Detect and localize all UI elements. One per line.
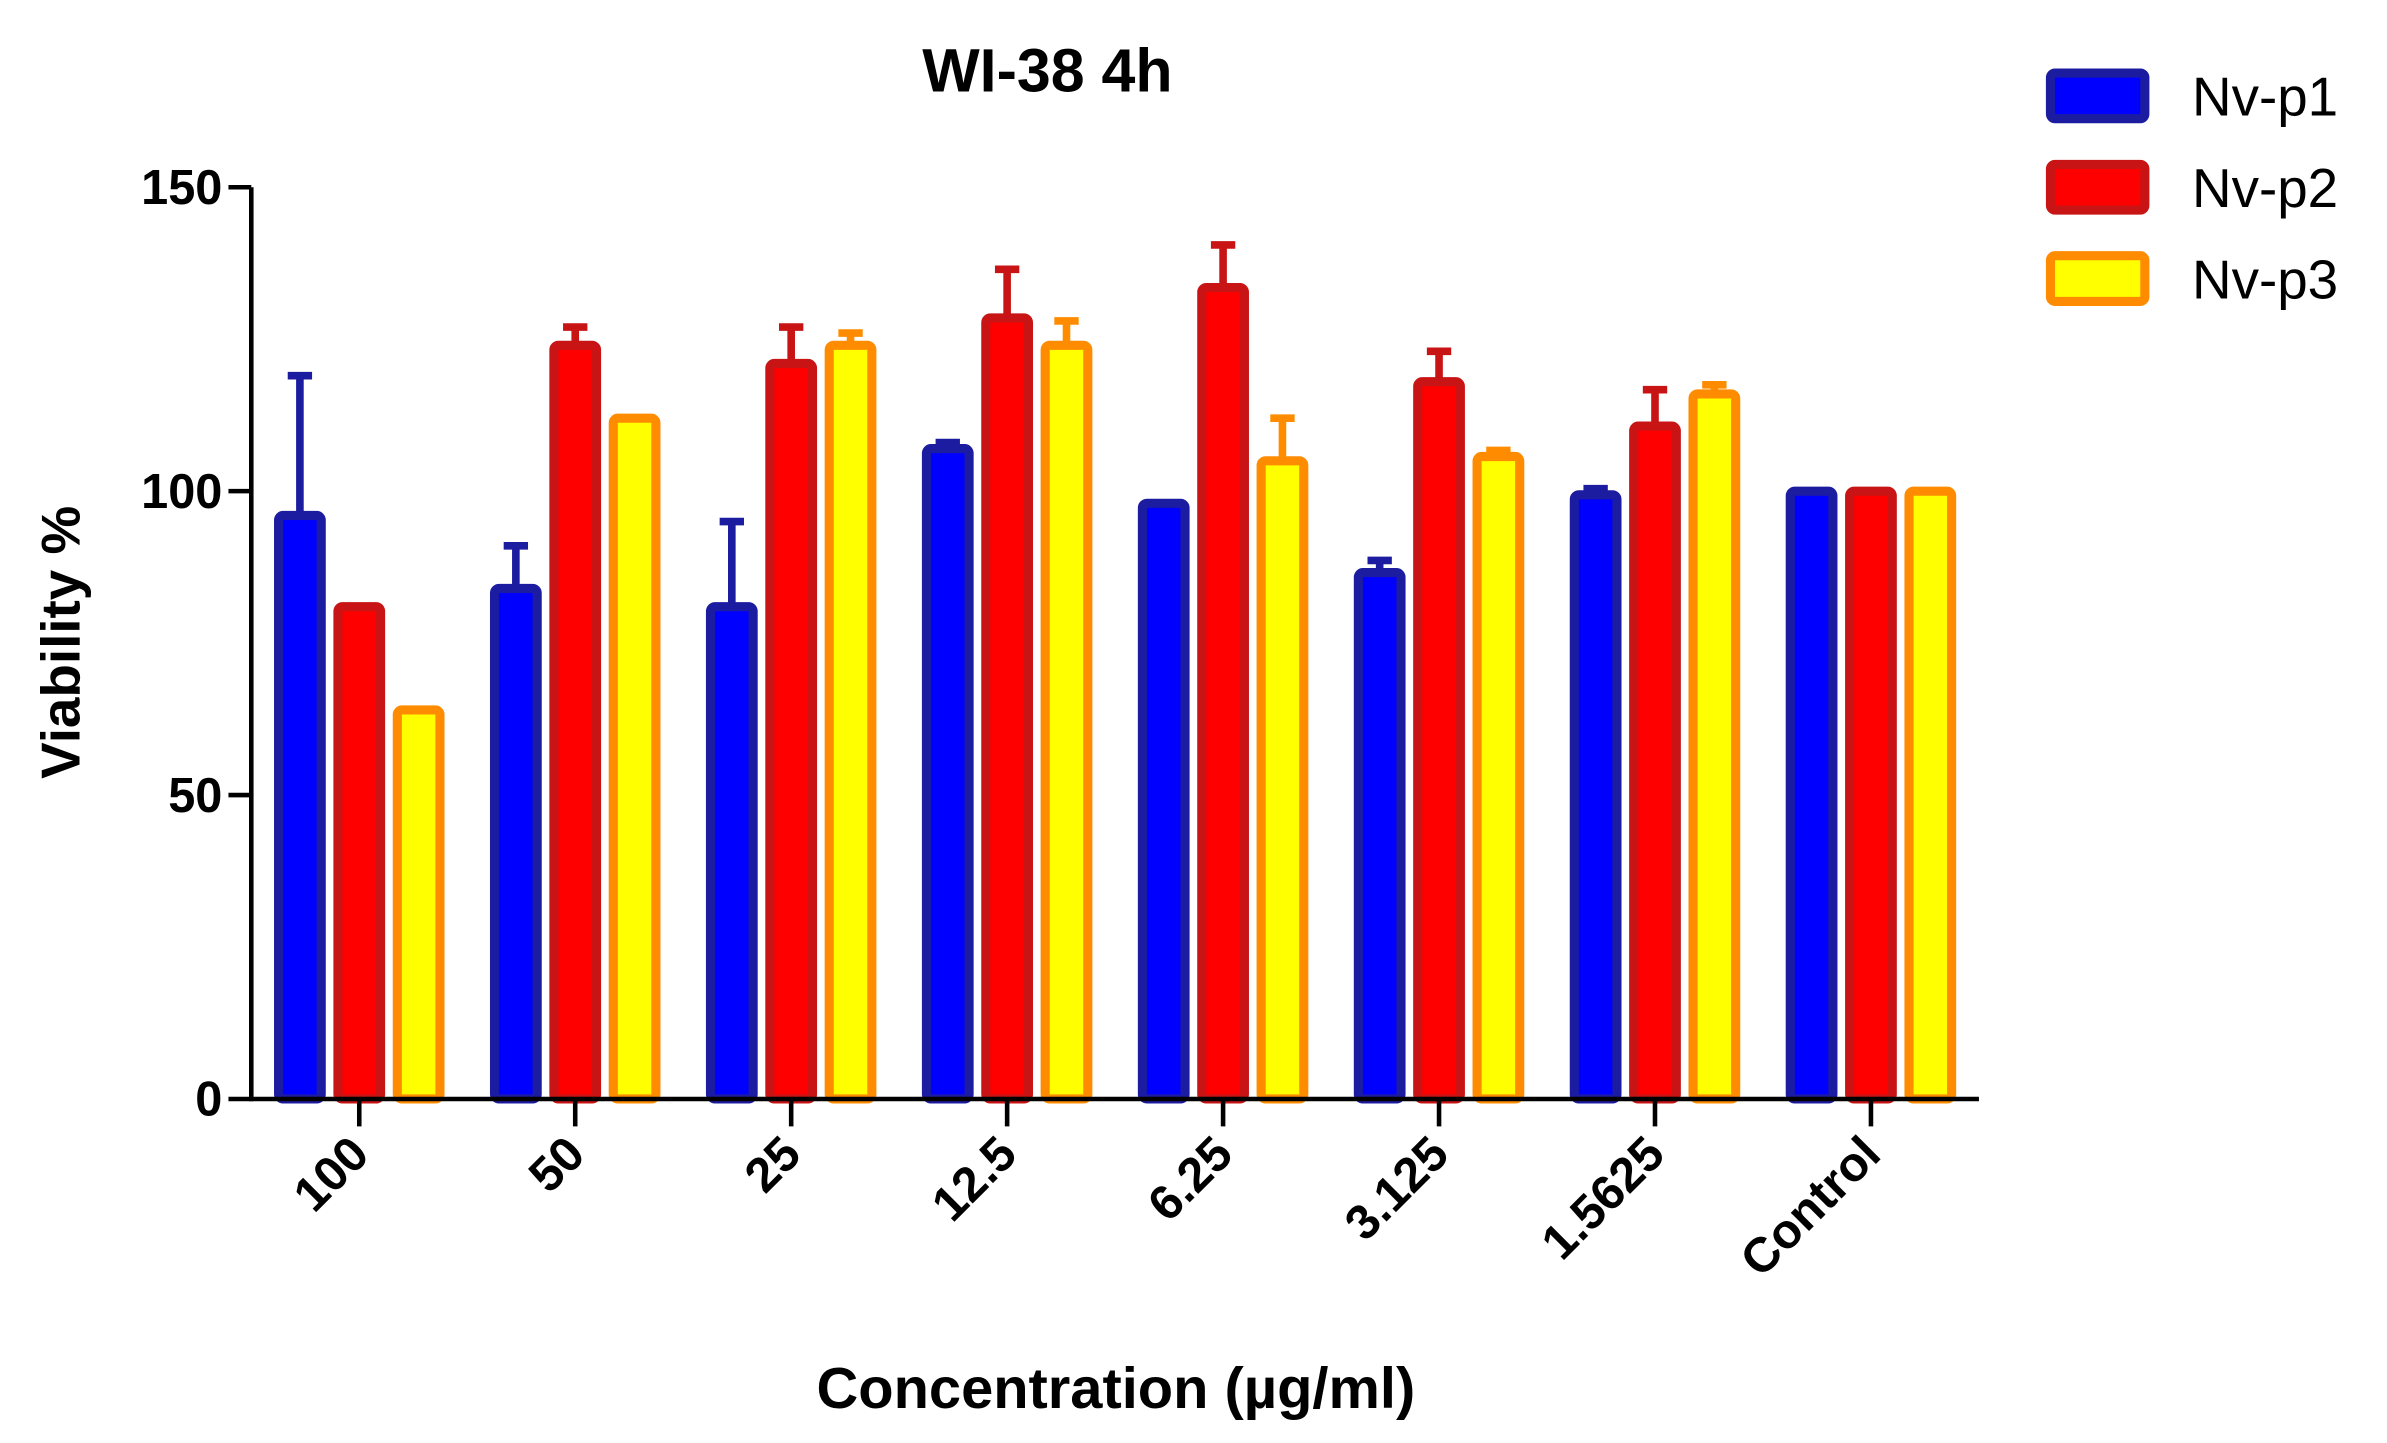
bar [489, 583, 542, 1104]
x-tick-label: 3.125 [1335, 1126, 1459, 1250]
bar [1137, 498, 1190, 1104]
y-tick-label: 100 [141, 465, 222, 519]
bar [1569, 490, 1622, 1104]
bar [1353, 568, 1406, 1104]
y-axis-title: Viability % [29, 506, 91, 779]
bar [1040, 340, 1093, 1104]
bar [392, 705, 445, 1104]
y-tick-label: 50 [168, 769, 222, 823]
bar [1785, 486, 1838, 1104]
bar [921, 444, 974, 1104]
x-tick-label: 1.5625 [1531, 1126, 1674, 1269]
bar [333, 602, 386, 1104]
bar [705, 602, 758, 1104]
x-tick-label: 6.25 [1138, 1126, 1243, 1231]
bar [765, 358, 818, 1104]
bar [608, 413, 661, 1104]
bar [274, 510, 326, 1104]
y-tick-label: 0 [195, 1073, 222, 1127]
legend-swatch [2045, 68, 2150, 124]
bar [1472, 451, 1525, 1104]
legend-swatch [2045, 159, 2150, 215]
chart-title: WI-38 4h [922, 36, 1172, 104]
bar [549, 340, 602, 1104]
legend-label: Nv-p2 [2192, 157, 2338, 219]
bar [1904, 486, 1957, 1104]
x-tick-label: 25 [735, 1126, 811, 1202]
legend-label: Nv-p3 [2192, 248, 2338, 310]
bar [981, 313, 1034, 1104]
bar [1688, 389, 1741, 1104]
x-axis-title: Concentration (µg/ml) [817, 1357, 1416, 1421]
bar [1845, 486, 1897, 1104]
bar [1629, 421, 1681, 1104]
legend-label: Nv-p1 [2192, 66, 2338, 128]
bar [1256, 456, 1309, 1104]
x-tick-label: 50 [519, 1126, 595, 1202]
x-tick-label: 12.5 [922, 1126, 1027, 1231]
x-tick-label: 100 [284, 1126, 380, 1222]
legend-swatch [2045, 251, 2150, 306]
bar [824, 340, 877, 1104]
bar [1413, 377, 1465, 1104]
bar [1197, 282, 1249, 1104]
x-tick-label: Control [1730, 1126, 1891, 1287]
y-tick-label: 150 [141, 161, 222, 215]
